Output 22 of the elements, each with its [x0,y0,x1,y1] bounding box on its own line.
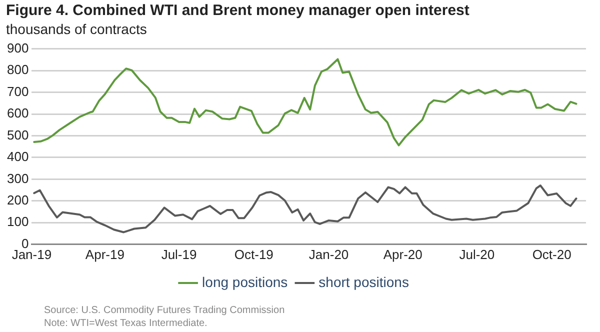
y-tick-label: 300 [6,170,29,186]
x-tick-label: Apr-20 [383,246,422,262]
y-tick-label: 200 [6,192,29,208]
y-tick-label: 900 [6,40,29,56]
y-tick-label: 400 [6,149,29,164]
x-tick-label: Oct-20 [532,246,572,262]
x-tick-label: Jul-20 [459,246,495,262]
x-tick-label: Oct-19 [234,246,274,262]
chart-title: Figure 4. Combined WTI and Brent money manager open interest [6,2,470,19]
legend-label: short positions [318,274,409,290]
y-tick-label: 100 [6,214,29,230]
x-tick-label: Jan-20 [308,246,349,262]
y-tick-label: 800 [6,62,29,78]
y-tick-label: 600 [6,106,29,121]
source-note: Source: U.S. Commodity Futures Trading Commission [44,304,285,317]
y-tick-label: 700 [6,84,29,99]
x-tick-label: Apr-19 [85,246,124,262]
text: Note: WTI=West Texas Intermediate. [44,317,208,330]
legend-label: long positions [202,274,288,290]
y-tick-label: 500 [6,127,29,142]
x-tick-label: Jul-19 [161,246,197,262]
y-axis-title: thousands of contracts [6,21,147,37]
